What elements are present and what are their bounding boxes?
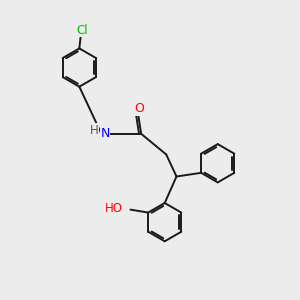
Text: O: O <box>134 102 144 115</box>
Text: N: N <box>100 127 110 140</box>
Text: Cl: Cl <box>76 24 88 37</box>
Text: HO: HO <box>105 202 123 215</box>
Text: H: H <box>90 124 98 137</box>
